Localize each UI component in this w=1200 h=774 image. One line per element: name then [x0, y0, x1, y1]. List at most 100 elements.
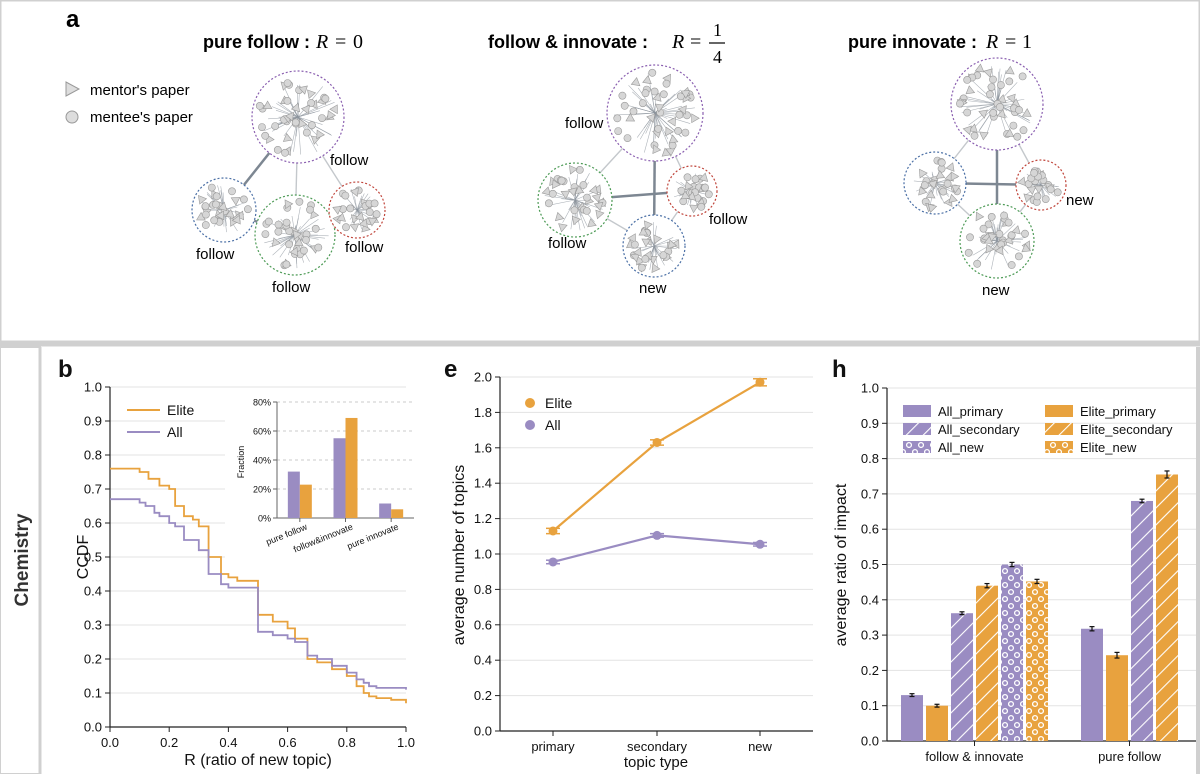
mentee-node: [321, 94, 330, 103]
y-tick-label: 1.4: [474, 476, 492, 491]
y-tick-label: 0.4: [84, 584, 102, 599]
mentee-node: [1009, 121, 1018, 130]
network1-label-right: follow: [345, 239, 384, 256]
y-tick-label: 1.2: [474, 511, 492, 526]
mentor-node: [652, 144, 662, 154]
mentee-node: [989, 75, 997, 84]
mentee-node: [1000, 211, 1008, 220]
mentor-node: [975, 211, 985, 222]
mentor-node: [948, 193, 958, 204]
panel-a: a mentor's paper mentee's paper pure fol…: [0, 0, 1200, 344]
mentor-node: [225, 208, 235, 218]
mentor-node: [627, 233, 636, 244]
mentor-node: [282, 132, 293, 142]
mentee-node: [346, 204, 355, 213]
mentor-node: [668, 134, 679, 144]
mentor-node: [358, 218, 368, 228]
y-tick-label: 0.4: [861, 592, 879, 607]
mentee-node: [675, 110, 684, 119]
network-edge: [966, 103, 998, 108]
mentee-node: [631, 240, 639, 249]
mentee-node: [201, 202, 210, 211]
mentor-node: [569, 165, 578, 175]
mentor-node: [925, 189, 936, 199]
network-edge: [977, 103, 998, 133]
mentee-node: [1007, 261, 1016, 269]
x-tick-label: follow & innovate: [925, 749, 1023, 764]
y-tick-label: 0.0: [474, 724, 492, 739]
mentee-node: [281, 148, 289, 157]
mentee-node: [212, 192, 221, 201]
mentee-node: [283, 97, 292, 105]
y-tick-label: 0.7: [861, 486, 879, 501]
mentor-node: [965, 85, 976, 95]
inset-bar-elite: [299, 484, 312, 518]
mentor-node: [1004, 128, 1015, 137]
network-edge: [356, 193, 365, 211]
mentor-node: [587, 218, 597, 228]
point-all: [755, 539, 765, 549]
legend-label-all_primary: All_primary: [938, 404, 1004, 419]
mentee-node: [372, 210, 381, 219]
network2-label-bottom: new: [639, 280, 667, 297]
network-title-1: pure follow : R = 0: [203, 31, 363, 53]
network-edge: [996, 98, 1025, 105]
mentee-node: [996, 103, 1004, 111]
mentor-node: [1011, 225, 1021, 235]
network-edge: [297, 116, 323, 125]
mentor-node: [979, 131, 989, 141]
network-edge: [628, 85, 656, 114]
mentee-node: [1015, 106, 1023, 114]
mentee-node: [557, 176, 566, 185]
svg-text:follow & innovate :: follow & innovate :: [488, 32, 648, 52]
network-edge: [562, 199, 576, 223]
network-edge: [284, 87, 299, 118]
mentor-node: [996, 109, 1006, 119]
mentee-node: [613, 114, 622, 123]
mentee-node: [659, 90, 668, 99]
bar-all_secondary: [951, 613, 973, 741]
mentee-node: [1007, 231, 1016, 240]
mentor-node: [983, 68, 993, 78]
inset-y-tick-label: 40%: [253, 456, 271, 466]
panel-a-frame: [0, 0, 1200, 344]
mentee-node: [970, 131, 979, 140]
mentor-node: [978, 109, 988, 119]
x-axis-label: topic type: [624, 754, 688, 771]
mentee-node: [937, 158, 946, 167]
mentor-node: [643, 220, 653, 231]
mentor-node: [667, 116, 676, 127]
network-edge: [966, 96, 998, 105]
legend-label-elite_primary: Elite_primary: [1080, 404, 1156, 419]
mentee-node: [307, 99, 315, 107]
mentor-node: [1021, 108, 1032, 117]
network-edge: [277, 101, 299, 118]
network-edge: [654, 112, 658, 127]
y-tick-label: 1.6: [474, 440, 492, 455]
mentee-node: [638, 99, 647, 108]
mentee-node: [1030, 168, 1038, 177]
network-edge: [976, 90, 998, 105]
network-edge: [653, 237, 674, 247]
mentee-node: [211, 200, 220, 209]
mentor-node: [593, 201, 604, 212]
mentor-node: [217, 201, 228, 212]
ccdf-line-all: [110, 498, 407, 690]
mentee-node: [674, 126, 682, 135]
mentor-node: [630, 77, 641, 87]
mentee-node: [1046, 185, 1055, 194]
x-tick-label: new: [748, 739, 772, 754]
mentor-node: [551, 179, 561, 189]
x-tick-label: secondary: [627, 739, 687, 754]
right-border: [1196, 347, 1200, 774]
mentor-node: [689, 204, 699, 214]
mentee-node: [201, 210, 210, 219]
mentor-node: [1021, 243, 1032, 253]
network2-label-right: follow: [709, 211, 748, 228]
mentor-node: [1016, 176, 1026, 187]
network-edge: [654, 99, 656, 114]
network-edge: [570, 199, 576, 230]
mentee-node: [641, 89, 650, 98]
mentee-node: [989, 109, 998, 117]
y-tick-label: 0.0: [861, 734, 879, 749]
